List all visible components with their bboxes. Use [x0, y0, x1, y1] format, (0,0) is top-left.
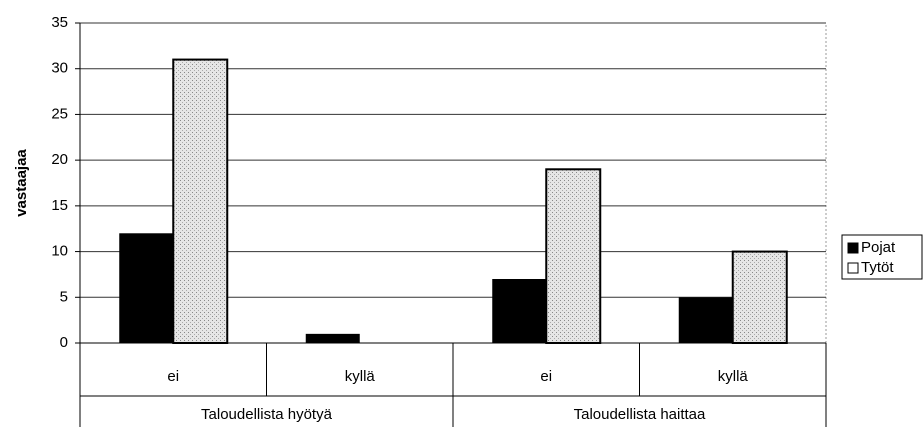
y-axis-label: vastaajaa: [13, 149, 30, 217]
legend-label: Pojat: [861, 239, 896, 256]
y-tick-label: 30: [51, 60, 68, 77]
y-tick-label: 5: [60, 288, 68, 305]
y-tick-label: 10: [51, 243, 68, 260]
bar: [172, 58, 229, 344]
x-tick-label: kyllä: [718, 368, 749, 385]
y-tick-label: 35: [51, 14, 68, 31]
bar: [492, 279, 547, 343]
group-label: Taloudellista haittaa: [574, 406, 706, 423]
x-tick-label: ei: [167, 368, 179, 385]
legend-label: Tytöt: [861, 259, 894, 276]
y-tick-label: 0: [60, 334, 68, 351]
x-tick-label: ei: [540, 368, 552, 385]
bar: [305, 333, 360, 343]
bar: [678, 297, 733, 343]
x-tick-label: kyllä: [345, 368, 376, 385]
group-label: Taloudellista hyötyä: [201, 406, 333, 423]
legend-swatch: [847, 262, 859, 274]
bar: [731, 250, 788, 344]
y-tick-label: 25: [51, 105, 68, 122]
bar: [119, 233, 174, 343]
y-tick-label: 15: [51, 197, 68, 214]
legend-swatch: [847, 242, 859, 254]
y-tick-label: 20: [51, 151, 68, 168]
bar: [545, 168, 602, 344]
